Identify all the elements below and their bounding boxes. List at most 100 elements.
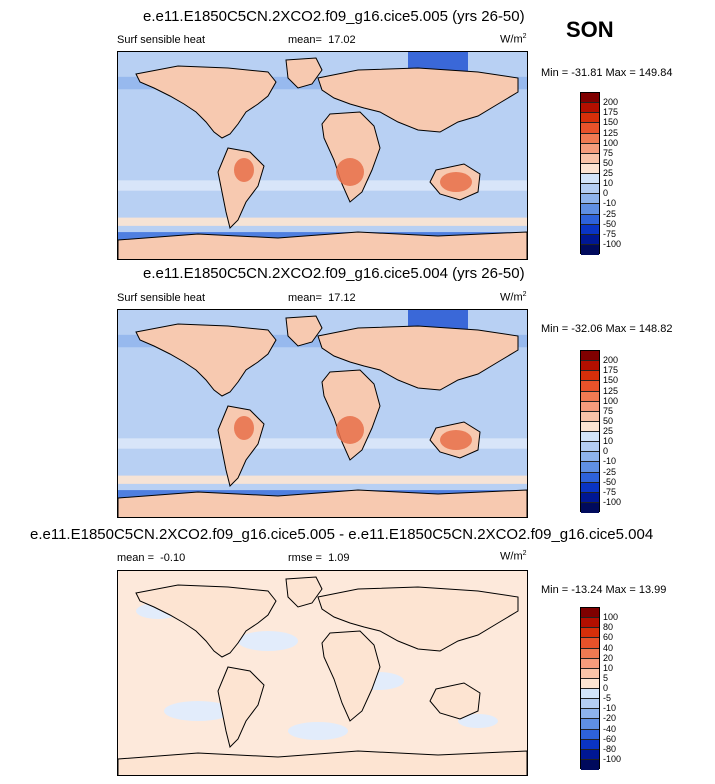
coastline <box>321 369 381 461</box>
colorbar-tick-label: -100 <box>603 238 622 249</box>
coastline <box>217 666 265 748</box>
panel2-title: e.e11.E1850C5CN.2XCO2.f09_g16.cice5.004 … <box>143 265 525 282</box>
coastline <box>285 576 323 608</box>
coastline <box>135 323 277 397</box>
colorbar-swatch <box>581 234 599 245</box>
colorbar-tick-label: 125 <box>603 385 619 396</box>
colorbar-swatch <box>581 618 599 629</box>
panel3-units-sup: 2 <box>522 550 527 557</box>
colorbar-swatch <box>581 658 599 669</box>
panel1-units-text: W/m <box>500 33 523 46</box>
colorbar-swatch <box>581 244 599 255</box>
colorbar-swatch <box>581 442 599 453</box>
land-heat-patch <box>234 416 254 440</box>
colorbar-tick-label: 10 <box>603 662 614 673</box>
panel2-map-svg <box>118 310 527 517</box>
colorbar-swatch <box>581 153 599 164</box>
colorbar-swatch <box>581 432 599 443</box>
colorbar-swatch <box>581 103 599 114</box>
colorbar-tick-label: 75 <box>603 147 614 158</box>
coastline <box>285 57 323 89</box>
panel1-map-svg <box>118 52 527 259</box>
panel2-units-text: W/m <box>500 291 523 304</box>
panel3-units: W/m2 <box>500 550 527 563</box>
colorbar-swatch <box>581 628 599 639</box>
coastline <box>118 231 527 259</box>
colorbar-tick-label: 50 <box>603 157 614 168</box>
coastline <box>321 111 381 203</box>
coastline <box>135 584 277 658</box>
panel3-map <box>117 570 528 776</box>
coastline <box>285 315 323 347</box>
colorbar-swatch <box>581 113 599 124</box>
panel3-map-svg <box>118 571 527 775</box>
colorbar-swatch <box>581 194 599 205</box>
colorbar-tick-label: 175 <box>603 107 619 118</box>
colorbar-swatch <box>581 174 599 185</box>
panel3-rmse-label: rmse = <box>288 552 322 564</box>
panel2-map <box>117 309 528 518</box>
panel1-units: W/m2 <box>500 33 527 46</box>
colorbar-tick-label: 50 <box>603 415 614 426</box>
colorbar-tick-label: -60 <box>603 733 617 744</box>
colorbar-tick-label: -10 <box>603 456 617 467</box>
coastline <box>429 682 481 720</box>
colorbar-swatch <box>581 361 599 372</box>
colorbar-tick-label: 100 <box>603 612 619 623</box>
ocean-band <box>118 475 527 484</box>
colorbar-tick-label: 10 <box>603 178 614 189</box>
colorbar-tick-label: -100 <box>603 753 622 764</box>
colorbar-swatch <box>581 739 599 750</box>
colorbar-tick-label: -40 <box>603 723 617 734</box>
panel1-units-sup: 2 <box>522 33 527 40</box>
colorbar-swatch <box>581 638 599 649</box>
colorbar-swatch <box>581 421 599 432</box>
colorbar-swatch <box>581 482 599 493</box>
anomaly-patch <box>238 631 298 651</box>
colorbar-swatch <box>581 719 599 730</box>
colorbar-tick-label: 200 <box>603 97 619 108</box>
coastline <box>321 630 381 722</box>
colorbar-swatch <box>581 648 599 659</box>
colorbar-swatch <box>581 184 599 195</box>
colorbar-swatch <box>581 462 599 473</box>
panel2-mean-value: 17.12 <box>328 292 356 304</box>
colorbar-tick-label: 0 <box>603 188 609 199</box>
colorbar-tick-label: -100 <box>603 496 622 507</box>
colorbar-swatch <box>581 749 599 760</box>
colorbar-tick-label: 100 <box>603 395 619 406</box>
colorbar-tick-label: 75 <box>603 405 614 416</box>
colorbar-swatch <box>581 163 599 174</box>
colorbar-swatch <box>581 709 599 720</box>
colorbar-swatch <box>581 391 599 402</box>
panel3-mean-value: -0.10 <box>160 552 186 564</box>
colorbar-tick-label: -50 <box>603 476 617 487</box>
colorbar-swatch <box>581 381 599 392</box>
colorbar-tick-label: -75 <box>603 486 617 497</box>
colorbar-swatch <box>581 401 599 412</box>
colorbar-tick-label: 40 <box>603 642 614 653</box>
panel1-mean-label: mean= <box>288 34 322 46</box>
colorbar-tick-label: 0 <box>603 446 609 457</box>
colorbar-tick-label: -20 <box>603 713 617 724</box>
colorbar-swatch <box>581 729 599 740</box>
colorbar-tick-label: 5 <box>603 672 609 683</box>
panel2-units: W/m2 <box>500 291 527 304</box>
panel3-minmax: Min = -13.24 Max = 13.99 <box>541 584 667 596</box>
panel3-mean: mean = -0.10 <box>117 552 185 564</box>
colorbar-box <box>580 607 600 770</box>
coastline <box>317 325 519 391</box>
colorbar-swatch <box>581 502 599 513</box>
colorbar-swatch <box>581 699 599 710</box>
colorbar-tick-label: 150 <box>603 375 619 386</box>
panel2-units-sup: 2 <box>522 291 527 298</box>
colorbar-tick-label: -5 <box>603 693 612 704</box>
panel3-rmse: rmse = 1.09 <box>288 552 349 564</box>
colorbar-swatch <box>581 472 599 483</box>
colorbar-tick-label: -25 <box>603 466 617 477</box>
panel3-rmse-value: 1.09 <box>328 552 350 564</box>
colorbar-box <box>580 92 600 255</box>
colorbar-tick-label: 100 <box>603 137 619 148</box>
colorbar-tick-label: 10 <box>603 436 614 447</box>
coastline <box>317 67 519 133</box>
